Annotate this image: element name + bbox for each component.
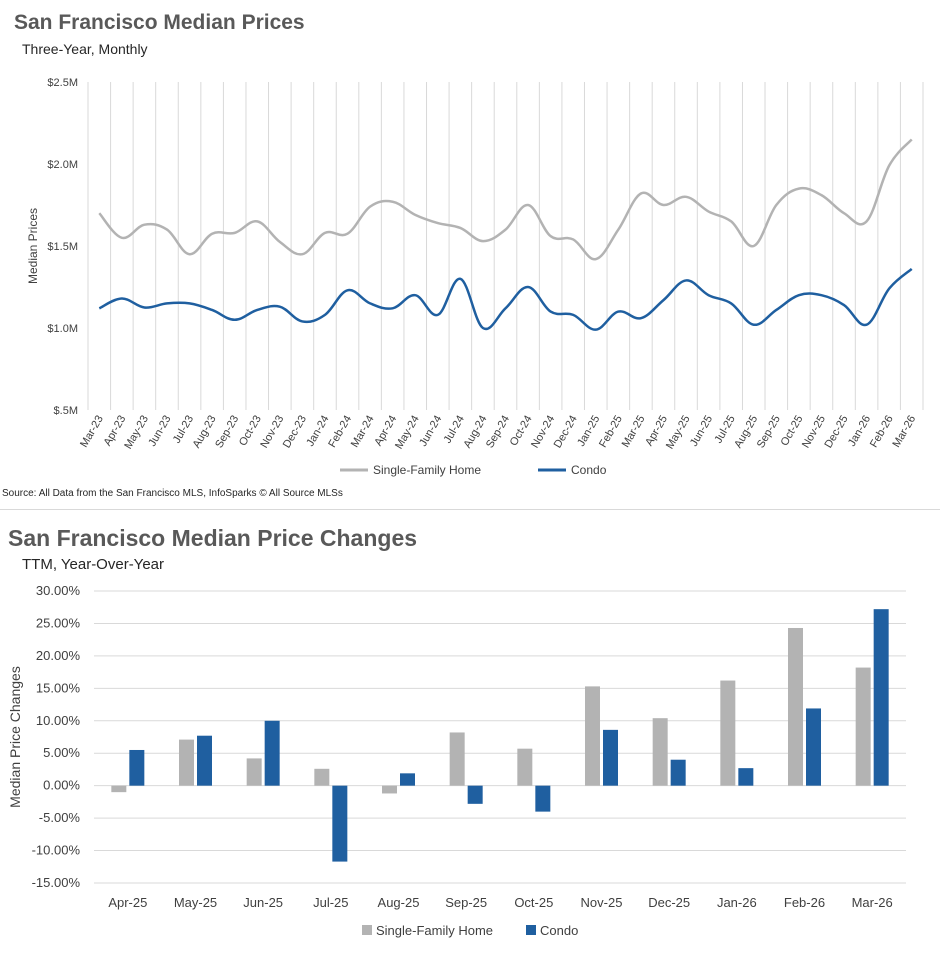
condo-bar <box>332 785 348 862</box>
y-tick-label: 30.00% <box>36 583 81 598</box>
chart2-title: San Francisco Median Price Changes <box>8 525 418 551</box>
x-tick-label: Nov-25 <box>581 895 623 910</box>
y-tick-label: $1.0M <box>47 323 78 335</box>
legend-condo-label: Condo <box>571 463 607 477</box>
x-tick-label: Mar-26 <box>852 895 893 910</box>
y-tick-label: $1.5M <box>47 241 78 253</box>
single-family-bar <box>517 748 533 786</box>
x-tick-label: May-25 <box>174 895 217 910</box>
condo-bar <box>535 785 551 812</box>
x-tick-label: Jul-25 <box>313 895 348 910</box>
condo-bar <box>264 720 280 786</box>
legend-single-family-label: Single-Family Home <box>376 923 493 938</box>
x-tick-label: Jan-26 <box>717 895 757 910</box>
y-tick-label: -5.00% <box>39 810 81 825</box>
y-tick-label: $2.5M <box>47 77 78 89</box>
x-tick-label: Feb-26 <box>784 895 825 910</box>
chart1-title: San Francisco Median Prices <box>14 11 305 34</box>
y-axis-label: Median Price Changes <box>7 666 23 808</box>
condo-series-line <box>98 267 913 331</box>
x-tick-label: Dec-25 <box>648 895 690 910</box>
single-family-bar <box>720 680 736 786</box>
chart1-subtitle: Three-Year, Monthly <box>22 41 148 57</box>
single-family-bar <box>111 785 127 793</box>
y-tick-label: -15.00% <box>32 875 81 890</box>
legend-single-family-swatch <box>362 925 372 935</box>
single-family-bar <box>449 732 465 786</box>
x-tick-label: Aug-25 <box>378 895 420 910</box>
y-tick-label: -10.00% <box>32 843 81 858</box>
chart2-subtitle: TTM, Year-Over-Year <box>22 556 164 573</box>
condo-bar <box>873 609 889 786</box>
x-tick-label: Oct-25 <box>514 895 553 910</box>
condo-bar <box>670 759 686 786</box>
y-tick-label: $2.0M <box>47 159 78 171</box>
y-tick-label: 0.00% <box>43 778 80 793</box>
single-family-bar <box>179 739 194 786</box>
single-family-bar <box>855 667 871 786</box>
y-tick-label: 5.00% <box>43 745 80 760</box>
y-tick-label: 15.00% <box>36 680 81 695</box>
condo-bar <box>197 735 212 786</box>
x-tick-label: Jun-25 <box>243 895 283 910</box>
legend-condo-swatch <box>526 925 536 935</box>
condo-bar <box>806 708 821 786</box>
condo-bar <box>603 729 618 786</box>
single-family-bar <box>585 686 600 786</box>
condo-bar <box>467 785 483 804</box>
x-tick-label: Jun-23 <box>146 414 173 449</box>
single-family-bar <box>788 627 803 786</box>
single-family-series-line <box>98 138 913 261</box>
source-note: Source: All Data from the San Francisco … <box>2 488 343 499</box>
median-prices-line-chart: $.5M $1.0M $1.5M $2.0M $2.5M Median Prices Mar… <box>26 77 924 477</box>
single-family-bar <box>314 768 330 786</box>
legend-single-family-label: Single-Family Home <box>373 463 481 477</box>
x-tick-label: Jun-25 <box>688 414 715 449</box>
y-tick-label: $.5M <box>54 405 78 417</box>
legend-condo-label: Condo <box>540 923 578 938</box>
y-tick-label: 20.00% <box>36 648 81 663</box>
single-family-bar <box>382 785 397 794</box>
x-tick-label: Jun-24 <box>417 414 444 449</box>
x-tick-label: Sep-25 <box>445 895 487 910</box>
single-family-bar <box>652 718 668 786</box>
condo-bar <box>738 768 754 786</box>
condo-bar <box>129 749 145 786</box>
divider <box>0 509 940 510</box>
y-tick-label: 10.00% <box>36 713 81 728</box>
x-tick-label: Apr-25 <box>108 895 147 910</box>
x-tick-label: Mar-23 <box>78 414 106 450</box>
y-tick-label: 25.00% <box>36 615 81 630</box>
single-family-bar <box>246 758 262 786</box>
condo-bar <box>400 773 415 786</box>
y-axis-label: Median Prices <box>26 208 40 284</box>
